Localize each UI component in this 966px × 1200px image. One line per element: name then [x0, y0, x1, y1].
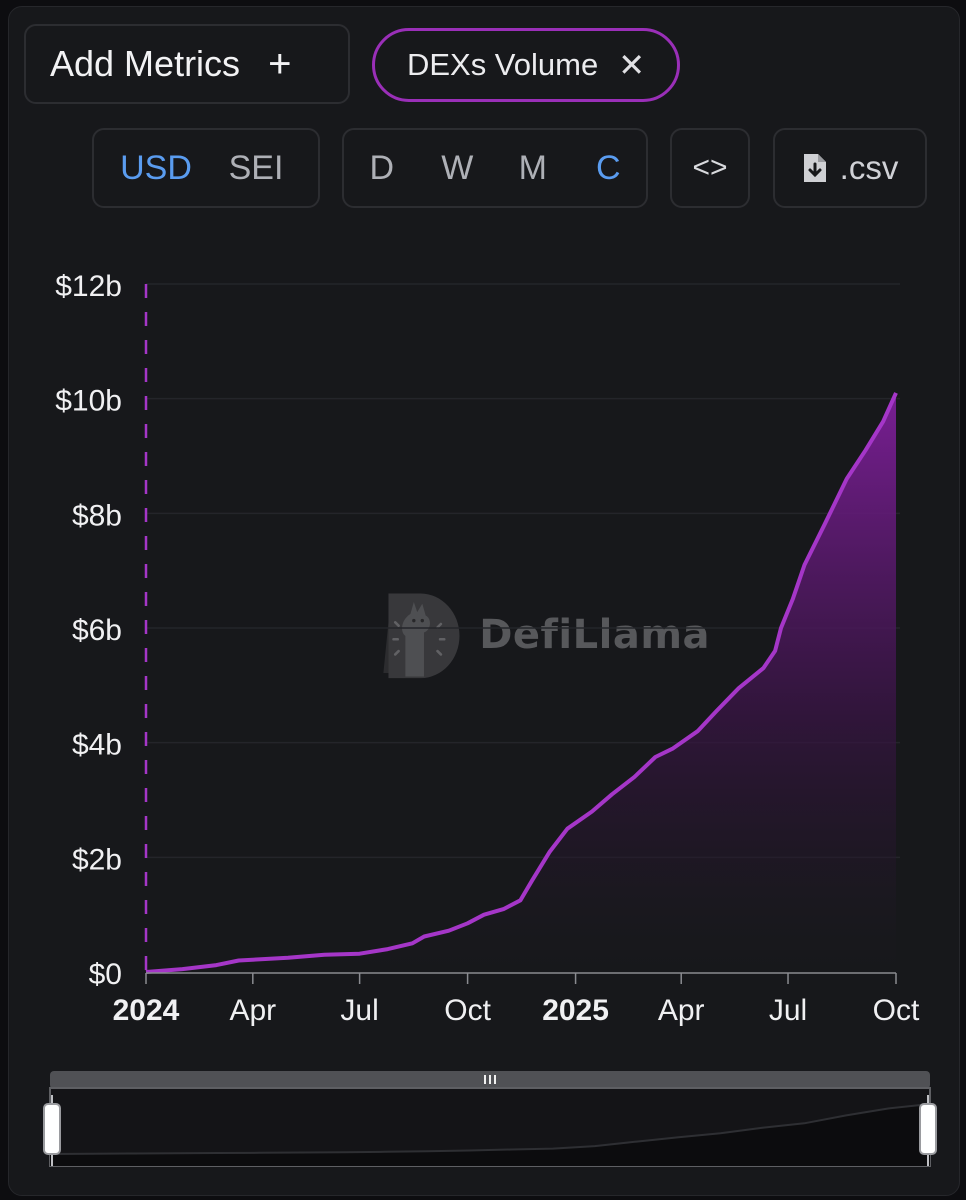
- y-tick-label: $6b: [72, 614, 122, 647]
- y-tick-label: $10b: [55, 385, 122, 418]
- llama-logo: [383, 593, 460, 679]
- y-tick-label: $2b: [72, 843, 122, 876]
- period-option-w[interactable]: W: [441, 148, 474, 187]
- currency-toggle: USD SEI: [92, 128, 320, 208]
- x-tick-label: 2025: [542, 994, 609, 1027]
- y-tick-label: $8b: [72, 499, 122, 532]
- period-option-d[interactable]: D: [369, 148, 395, 187]
- y-tick-label: $0: [89, 958, 122, 991]
- range-handle-left[interactable]: [43, 1103, 61, 1155]
- period-toggle: D W M C: [342, 128, 648, 208]
- csv-download-button[interactable]: .csv: [773, 128, 927, 208]
- x-tick-label: Oct: [444, 994, 491, 1027]
- dexs-volume-pill[interactable]: DEXs Volume ✕: [372, 28, 680, 102]
- y-tick-label: $4b: [72, 729, 122, 762]
- period-option-m[interactable]: M: [518, 148, 547, 187]
- defillama-watermark: DefiLlama: [380, 580, 710, 690]
- currency-option-usd[interactable]: USD: [120, 148, 192, 187]
- csv-label: .csv: [839, 149, 899, 186]
- x-tick-label: 2024: [113, 994, 180, 1027]
- x-tick-label: Jul: [769, 994, 807, 1027]
- slider-grip: [489, 1075, 491, 1084]
- x-tick-label: Oct: [873, 994, 920, 1027]
- x-tick-label: Apr: [658, 994, 705, 1027]
- file-download-icon: [803, 154, 826, 182]
- code-icon: <>: [692, 151, 728, 184]
- series-line: [145, 392, 898, 974]
- y-tick-label: $12b: [55, 270, 122, 303]
- slider-grip: [494, 1075, 496, 1084]
- x-tick-label: Jul: [340, 994, 378, 1027]
- close-icon[interactable]: ✕: [618, 47, 646, 83]
- embed-button[interactable]: <>: [670, 128, 750, 208]
- range-handle-right[interactable]: [919, 1103, 937, 1155]
- overview-line: [49, 1103, 931, 1155]
- currency-option-sei[interactable]: SEI: [228, 148, 284, 187]
- watermark-text: DefiLlama: [479, 612, 710, 658]
- add-metrics-label: Add Metrics: [50, 43, 241, 84]
- metric-pill-label: DEXs Volume: [406, 47, 599, 82]
- add-metrics-button[interactable]: Add Metrics +: [24, 24, 350, 104]
- period-option-c[interactable]: C: [595, 148, 621, 187]
- overview-area: [50, 1104, 930, 1166]
- series-area-fill: [146, 392, 896, 972]
- x-tick-label: Apr: [229, 994, 276, 1027]
- plus-icon: +: [268, 42, 292, 86]
- slider-grip: [484, 1075, 486, 1084]
